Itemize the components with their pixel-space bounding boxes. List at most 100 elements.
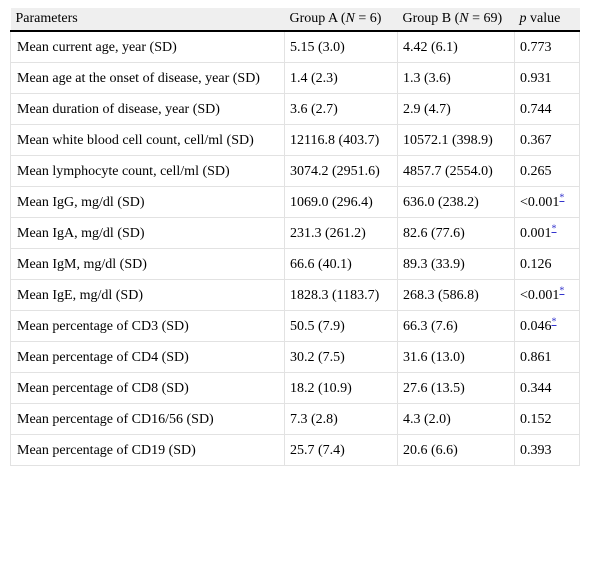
cell-p-value: 0.001* bbox=[514, 217, 580, 249]
table-row: Mean age at the onset of disease, year (… bbox=[10, 62, 580, 94]
significance-footnote-link[interactable]: * bbox=[551, 316, 557, 328]
cell-group-a: 66.6 (40.1) bbox=[284, 248, 398, 280]
cell-parameter: Mean IgG, mg/dl (SD) bbox=[10, 186, 285, 218]
cell-group-b: 636.0 (238.2) bbox=[397, 186, 515, 218]
cell-p-value: 0.861 bbox=[514, 341, 580, 373]
cell-group-a: 3.6 (2.7) bbox=[284, 93, 398, 125]
cell-group-b: 27.6 (13.5) bbox=[397, 372, 515, 404]
cell-group-a: 7.3 (2.8) bbox=[284, 403, 398, 435]
cell-group-a: 30.2 (7.5) bbox=[284, 341, 398, 373]
p-value-text: 0.744 bbox=[520, 102, 552, 117]
cell-p-value: 0.265 bbox=[514, 155, 580, 187]
cell-parameter: Mean IgE, mg/dl (SD) bbox=[10, 279, 285, 311]
cell-p-value: <0.001* bbox=[514, 186, 580, 218]
cell-parameter: Mean white blood cell count, cell/ml (SD… bbox=[10, 124, 285, 156]
table-row: Mean percentage of CD19 (SD) 25.7 (7.4) 20… bbox=[10, 434, 580, 466]
cell-group-a: 12116.8 (403.7) bbox=[284, 124, 398, 156]
cell-p-value: 0.367 bbox=[514, 124, 580, 156]
cell-group-b: 4857.7 (2554.0) bbox=[397, 155, 515, 187]
cell-group-a: 1069.0 (296.4) bbox=[284, 186, 398, 218]
header-group-b-prefix: Group B ( bbox=[402, 11, 460, 26]
cell-p-value: <0.001* bbox=[514, 279, 580, 311]
p-value-text: <0.001 bbox=[520, 288, 560, 303]
p-value-text: 0.152 bbox=[520, 412, 552, 427]
cell-p-value: 0.744 bbox=[514, 93, 580, 125]
table-row: Mean IgE, mg/dl (SD) 1828.3 (1183.7) 268.3… bbox=[10, 279, 580, 311]
header-row: Parameters Group A (N = 6) Group B (N = … bbox=[10, 8, 580, 32]
cell-group-b: 268.3 (586.8) bbox=[397, 279, 515, 311]
header-group-a: Group A (N = 6) bbox=[284, 8, 398, 32]
p-value-text: 0.046 bbox=[520, 319, 552, 334]
header-group-a-n: N bbox=[345, 11, 355, 26]
p-value-text: <0.001 bbox=[520, 195, 560, 210]
cell-p-value: 0.046* bbox=[514, 310, 580, 342]
cell-parameter: Mean IgM, mg/dl (SD) bbox=[10, 248, 285, 280]
table-row: Mean percentage of CD8 (SD) 18.2 (10.9) 27… bbox=[10, 372, 580, 404]
cell-group-b: 1.3 (3.6) bbox=[397, 62, 515, 94]
header-group-a-suffix: = 6) bbox=[354, 11, 382, 26]
p-value-text: 0.126 bbox=[520, 257, 552, 272]
table-row: Mean percentage of CD16/56 (SD) 7.3 (2.8)… bbox=[10, 403, 580, 435]
header-group-b: Group B (N = 69) bbox=[397, 8, 515, 32]
cell-parameter: Mean percentage of CD8 (SD) bbox=[10, 372, 285, 404]
p-value-text: 0.931 bbox=[520, 71, 552, 86]
cell-parameter: Mean lymphocyte count, cell/ml (SD) bbox=[10, 155, 285, 187]
cell-group-a: 1.4 (2.3) bbox=[284, 62, 398, 94]
cell-group-b: 4.42 (6.1) bbox=[397, 31, 515, 63]
table-row: Mean duration of disease, year (SD) 3.6 (… bbox=[10, 93, 580, 125]
cell-p-value: 0.126 bbox=[514, 248, 580, 280]
significance-footnote-link[interactable]: * bbox=[559, 192, 565, 204]
header-group-b-n: N bbox=[459, 11, 469, 26]
header-parameters-label: Parameters bbox=[15, 11, 78, 26]
cell-group-a: 25.7 (7.4) bbox=[284, 434, 398, 466]
table-header: Parameters Group A (N = 6) Group B (N = … bbox=[10, 8, 580, 32]
table-row: Mean IgA, mg/dl (SD) 231.3 (261.2) 82.6 (7… bbox=[10, 217, 580, 249]
cell-group-a: 18.2 (10.9) bbox=[284, 372, 398, 404]
cell-group-b: 4.3 (2.0) bbox=[397, 403, 515, 435]
cell-group-b: 10572.1 (398.9) bbox=[397, 124, 515, 156]
cell-group-a: 1828.3 (1183.7) bbox=[284, 279, 398, 311]
cell-parameter: Mean percentage of CD3 (SD) bbox=[10, 310, 285, 342]
p-value-text: 0.773 bbox=[520, 40, 552, 55]
cell-group-b: 82.6 (77.6) bbox=[397, 217, 515, 249]
cell-parameter: Mean percentage of CD16/56 (SD) bbox=[10, 403, 285, 435]
p-value-text: 0.861 bbox=[520, 350, 552, 365]
p-value-text: 0.367 bbox=[520, 133, 552, 148]
table-body: Mean current age, year (SD) 5.15 (3.0) 4.4… bbox=[10, 31, 580, 466]
cell-group-a: 231.3 (261.2) bbox=[284, 217, 398, 249]
table-row: Mean current age, year (SD) 5.15 (3.0) 4.4… bbox=[10, 31, 580, 63]
header-p-suffix: value bbox=[526, 11, 561, 26]
p-value-text: 0.393 bbox=[520, 443, 552, 458]
significance-footnote-link[interactable]: * bbox=[551, 223, 557, 235]
cell-p-value: 0.344 bbox=[514, 372, 580, 404]
cell-p-value: 0.152 bbox=[514, 403, 580, 435]
header-group-b-suffix: = 69) bbox=[468, 11, 503, 26]
cell-parameter: Mean percentage of CD4 (SD) bbox=[10, 341, 285, 373]
cell-group-a: 3074.2 (2951.6) bbox=[284, 155, 398, 187]
cell-group-b: 66.3 (7.6) bbox=[397, 310, 515, 342]
table-row: Mean white blood cell count, cell/ml (SD… bbox=[10, 124, 580, 156]
cell-group-a: 50.5 (7.9) bbox=[284, 310, 398, 342]
table-row: Mean percentage of CD3 (SD) 50.5 (7.9) 66.… bbox=[10, 310, 580, 342]
cell-group-a: 5.15 (3.0) bbox=[284, 31, 398, 63]
table-row: Mean lymphocyte count, cell/ml (SD) 3074.… bbox=[10, 155, 580, 187]
cell-parameter: Mean duration of disease, year (SD) bbox=[10, 93, 285, 125]
header-group-a-prefix: Group A ( bbox=[289, 11, 346, 26]
p-value-text: 0.344 bbox=[520, 381, 552, 396]
cell-parameter: Mean current age, year (SD) bbox=[10, 31, 285, 63]
cell-p-value: 0.931 bbox=[514, 62, 580, 94]
cell-parameter: Mean percentage of CD19 (SD) bbox=[10, 434, 285, 466]
data-table-container: Parameters Group A (N = 6) Group B (N = … bbox=[10, 8, 580, 466]
cell-parameter: Mean IgA, mg/dl (SD) bbox=[10, 217, 285, 249]
cell-p-value: 0.773 bbox=[514, 31, 580, 63]
p-value-text: 0.001 bbox=[520, 226, 552, 241]
significance-footnote-link[interactable]: * bbox=[559, 285, 565, 297]
header-p-italic: p bbox=[519, 11, 527, 26]
comparison-table: Parameters Group A (N = 6) Group B (N = … bbox=[10, 8, 580, 466]
table-row: Mean IgM, mg/dl (SD) 66.6 (40.1) 89.3 (33.… bbox=[10, 248, 580, 280]
table-row: Mean IgG, mg/dl (SD) 1069.0 (296.4) 636.0 … bbox=[10, 186, 580, 218]
cell-group-b: 89.3 (33.9) bbox=[397, 248, 515, 280]
cell-parameter: Mean age at the onset of disease, year (… bbox=[10, 62, 285, 94]
cell-group-b: 2.9 (4.7) bbox=[397, 93, 515, 125]
p-value-text: 0.265 bbox=[520, 164, 552, 179]
